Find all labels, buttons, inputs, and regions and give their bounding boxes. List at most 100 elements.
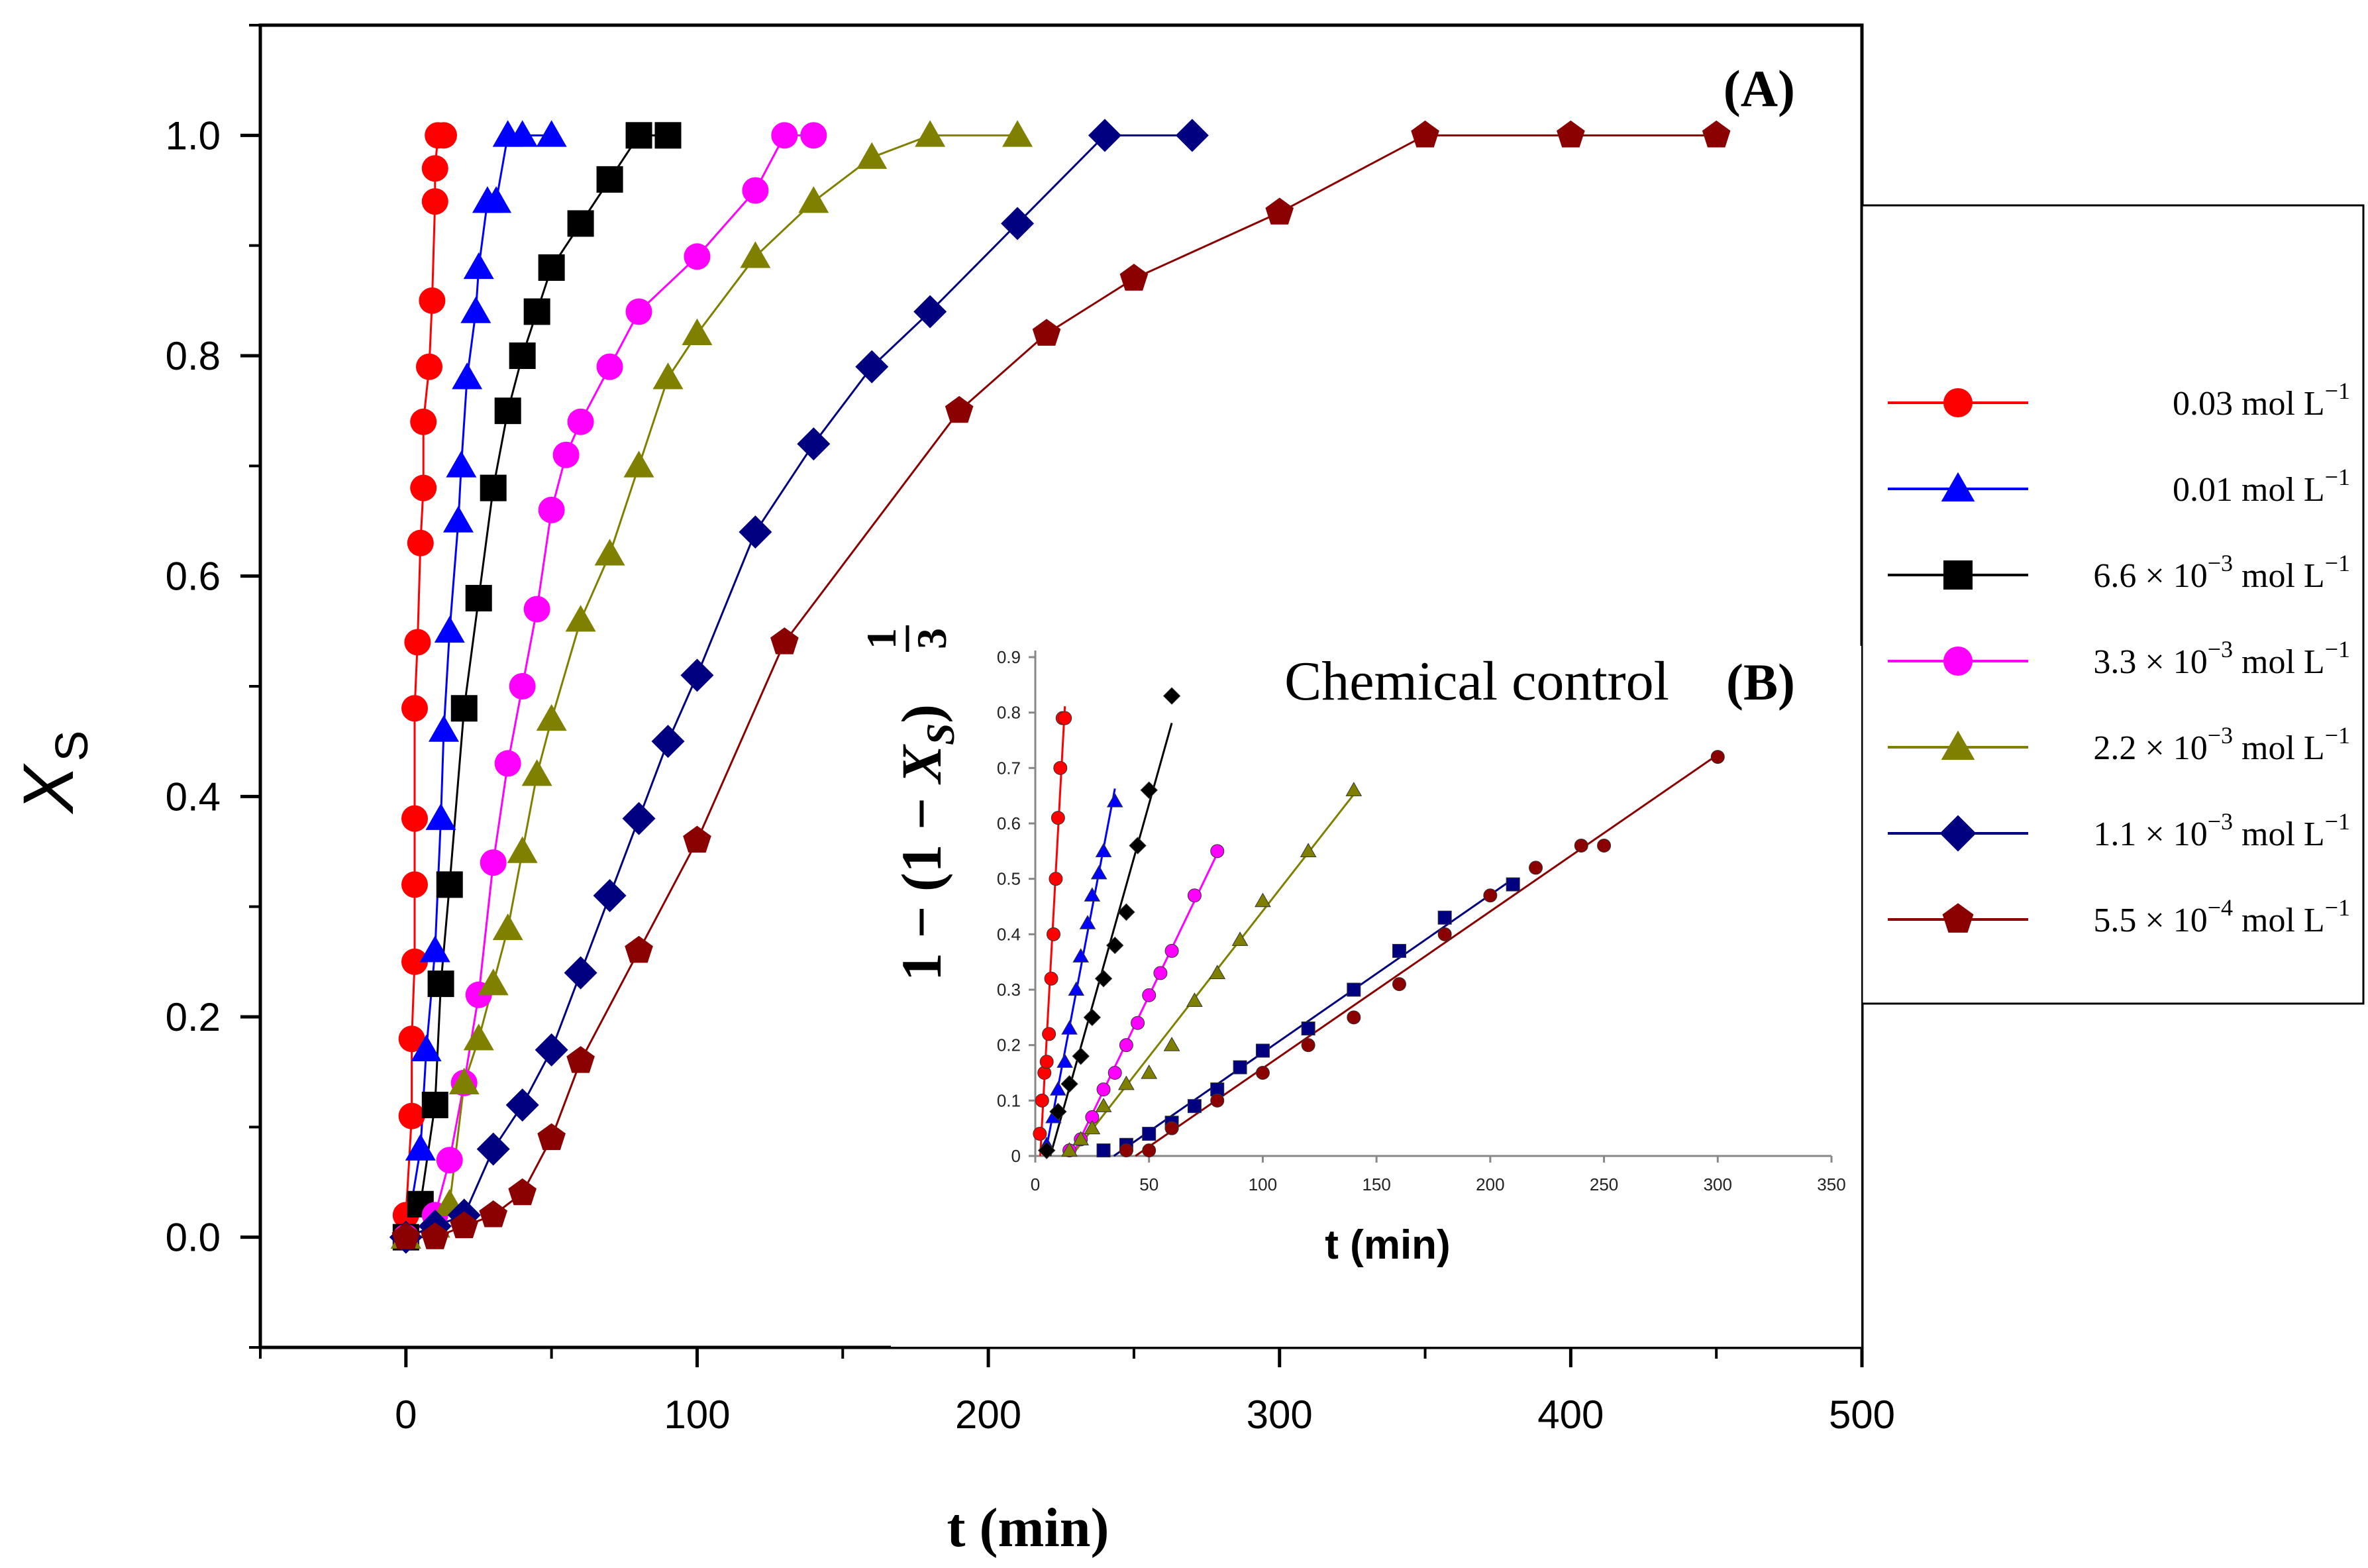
main-x-tick-label: 300 (1247, 1392, 1313, 1437)
main-point-s6 (566, 1046, 595, 1073)
inset-point-s4 (1209, 965, 1226, 980)
main-x-tick-label: 100 (664, 1392, 730, 1437)
inset-point-s5 (1187, 1099, 1202, 1114)
inset-background (891, 646, 1861, 1347)
inset-point-s1 (1049, 1081, 1066, 1096)
inset-point-s0 (1058, 711, 1072, 725)
inset-point-s1 (1106, 793, 1123, 808)
svg-text:1 − (1 − XS): 1 − (1 − XS) (890, 704, 962, 981)
main-point-s0 (407, 529, 434, 556)
main-x-axis-label: t (min) (947, 1497, 1109, 1559)
legend-marker-2 (1943, 560, 1973, 590)
inset-point-s2 (1106, 936, 1124, 955)
inset-point-s2 (1083, 1008, 1102, 1027)
main-point-s2 (523, 298, 550, 325)
main-point-s6 (508, 1178, 537, 1206)
main-point-s5 (1175, 119, 1209, 152)
main-point-s4 (521, 759, 552, 786)
inset-point-s5 (1392, 943, 1406, 958)
main-point-s1 (460, 296, 491, 323)
main-point-s3 (509, 673, 536, 700)
main-point-s3 (480, 849, 507, 876)
inset-fit-line-5 (1113, 878, 1514, 1157)
main-point-s5 (1001, 207, 1035, 240)
legend-label-6: 5.5 × 10−4 mol L−1 (2093, 894, 2350, 939)
legend-label-4: 2.2 × 10−3 mol L−1 (2093, 722, 2350, 767)
inset-point-s4 (1072, 1131, 1090, 1146)
main-point-s6 (770, 627, 799, 654)
inset-x-tick-label: 200 (1476, 1175, 1504, 1194)
inset-point-s6 (1347, 1010, 1361, 1025)
inset-point-s1 (1072, 948, 1090, 963)
inset-point-s3 (1210, 844, 1225, 859)
inset-point-s6 (1255, 1066, 1270, 1080)
main-point-s4 (594, 539, 625, 566)
main-point-s5 (593, 879, 627, 913)
inset-point-s6 (1210, 1093, 1225, 1108)
main-point-s0 (398, 1102, 425, 1129)
inset-point-s4 (1255, 892, 1271, 908)
main-point-s1 (411, 1034, 442, 1062)
inset-point-s1 (1068, 981, 1085, 996)
inset-fit-line-6 (1135, 753, 1719, 1157)
main-point-s2 (654, 122, 682, 149)
main-point-s0 (410, 474, 437, 501)
main-point-s4 (652, 362, 684, 390)
inset-x-tick-label: 300 (1704, 1175, 1732, 1194)
inset-y-tick-label: 0.5 (997, 869, 1021, 889)
inset-point-s1 (1061, 1020, 1078, 1035)
main-point-s4 (492, 913, 523, 941)
main-point-s6 (1265, 197, 1294, 225)
inset-point-s1 (1090, 864, 1107, 880)
legend-label-0: 0.03 mol L−1 (2173, 378, 2350, 423)
inset-point-s3 (1096, 1082, 1111, 1097)
main-point-s6 (1411, 120, 1439, 148)
main-point-s2 (509, 342, 536, 369)
main-point-s4 (536, 704, 567, 731)
inset-point-s2 (1049, 1102, 1067, 1121)
inset-point-s1 (1079, 915, 1096, 929)
inset-y-tick-label: 0.8 (997, 703, 1021, 723)
main-point-s3 (684, 243, 711, 270)
main-y-tick-label: 0.6 (166, 554, 221, 599)
inset-point-s6 (1392, 977, 1406, 992)
inset-y-tick-label: 0.4 (997, 924, 1021, 944)
inset-point-s5 (1347, 982, 1361, 997)
inset-point-s3 (1131, 1016, 1145, 1030)
main-point-s3 (596, 353, 623, 380)
main-point-s0 (421, 155, 448, 182)
main-point-s1 (434, 615, 465, 643)
inset-y-tick-label: 0.2 (997, 1035, 1021, 1055)
svg-text:1: 1 (858, 628, 905, 649)
legend-label-3: 3.3 × 10−3 mol L−1 (2093, 636, 2350, 681)
inset-point-s2 (1060, 1075, 1078, 1093)
inset-point-s2 (1162, 687, 1181, 705)
main-point-s0 (421, 188, 448, 215)
main-point-s3 (567, 408, 594, 435)
main-point-s0 (404, 629, 431, 656)
inset-point-s6 (1142, 1143, 1157, 1158)
inset-point-s4 (1186, 992, 1203, 1007)
main-point-s4 (740, 241, 771, 268)
inset-point-s6 (1164, 1121, 1179, 1135)
inset-y-tick-label: 0 (1011, 1146, 1021, 1166)
inset-point-s2 (1117, 903, 1135, 921)
legend-label-5: 1.1 × 10−3 mol L−1 (2093, 808, 2350, 853)
main-point-s1 (481, 186, 512, 213)
main-point-s1 (446, 450, 477, 478)
main-point-s4 (856, 142, 888, 169)
main-point-s3 (552, 441, 580, 468)
main-y-tick-label: 0.2 (166, 995, 221, 1039)
inset-point-s4 (1163, 1037, 1180, 1051)
main-point-s0 (401, 948, 429, 975)
legend-marker-5 (1939, 815, 1977, 852)
svg-text:XS: XS (8, 731, 97, 815)
inset-point-s0 (1051, 811, 1065, 825)
main-point-s5 (739, 515, 772, 549)
main-y-tick-label: 0.0 (166, 1216, 221, 1260)
inset-point-s0 (1033, 1127, 1047, 1141)
main-point-s5 (1088, 119, 1121, 152)
inset-point-s0 (1039, 1055, 1054, 1069)
main-point-s3 (800, 122, 827, 149)
main-point-s1 (428, 715, 459, 742)
